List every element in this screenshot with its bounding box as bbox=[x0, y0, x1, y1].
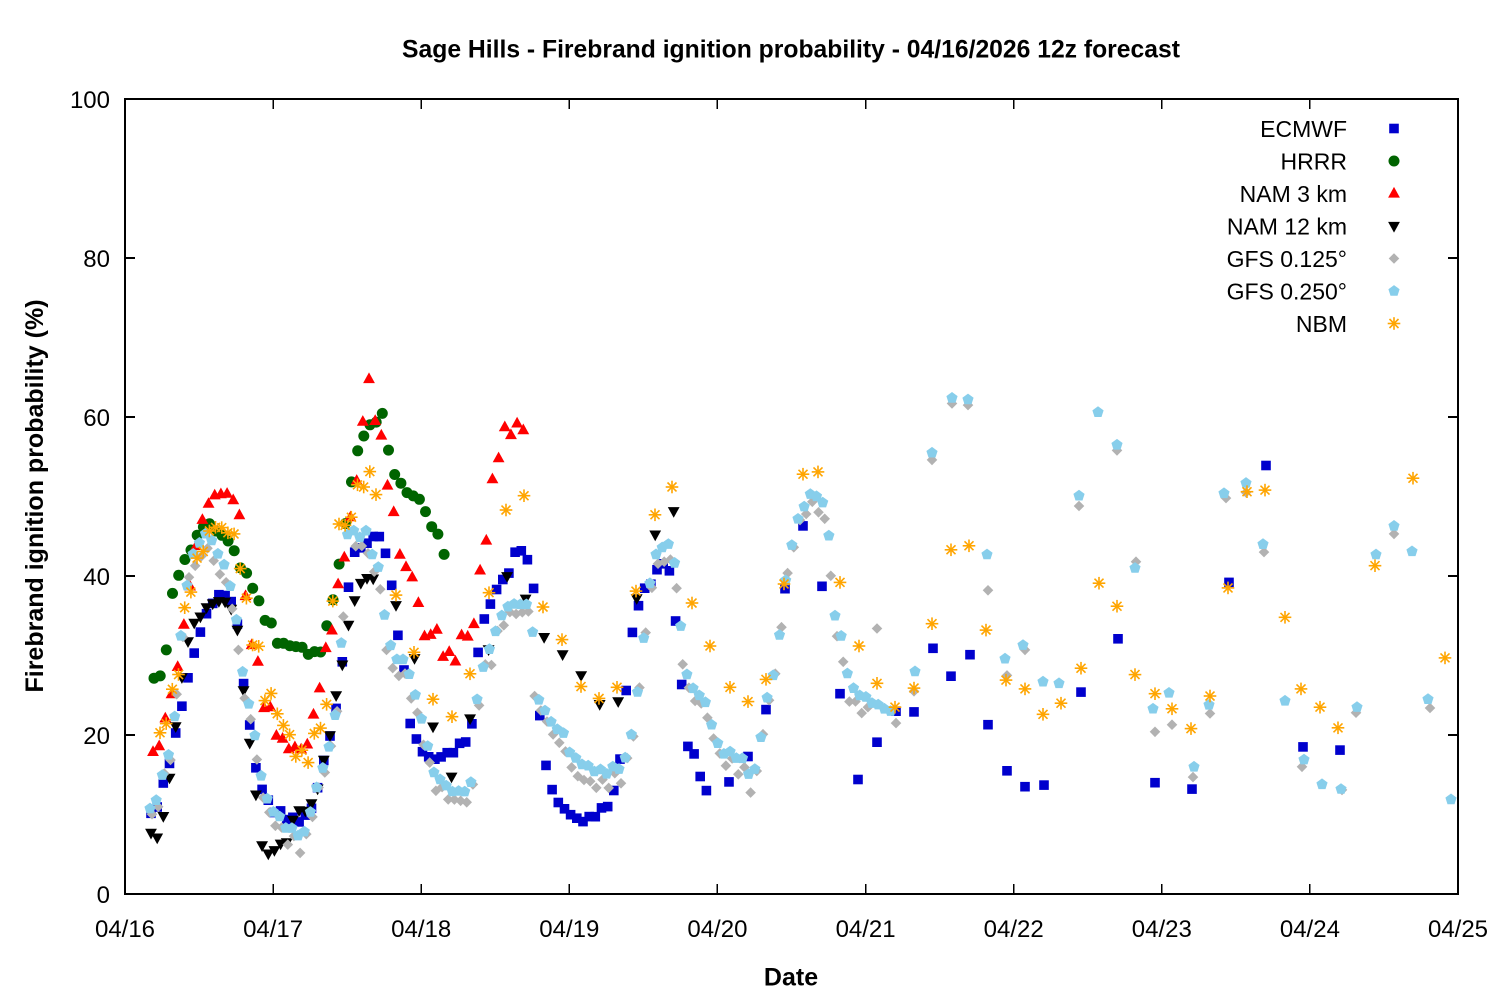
svg-text:04/16: 04/16 bbox=[95, 916, 155, 943]
svg-text:Date: Date bbox=[764, 964, 818, 992]
svg-text:NAM 12 km: NAM 12 km bbox=[1227, 214, 1347, 240]
svg-text:20: 20 bbox=[83, 723, 110, 750]
svg-text:Sage Hills - Firebrand ignitio: Sage Hills - Firebrand ignition probabil… bbox=[402, 37, 1180, 64]
svg-text:80: 80 bbox=[83, 246, 110, 273]
svg-text:NBM: NBM bbox=[1296, 311, 1347, 337]
svg-text:Firebrand ignition probability: Firebrand ignition probability (%) bbox=[21, 299, 49, 692]
svg-text:04/18: 04/18 bbox=[391, 916, 451, 943]
svg-text:04/17: 04/17 bbox=[243, 916, 303, 943]
svg-text:04/22: 04/22 bbox=[984, 916, 1044, 943]
svg-text:04/21: 04/21 bbox=[836, 916, 896, 943]
svg-text:04/25: 04/25 bbox=[1428, 916, 1488, 943]
svg-text:04/20: 04/20 bbox=[687, 916, 747, 943]
svg-text:04/23: 04/23 bbox=[1132, 916, 1192, 943]
svg-text:NAM 3 km: NAM 3 km bbox=[1240, 181, 1347, 207]
svg-text:04/24: 04/24 bbox=[1280, 916, 1340, 943]
svg-text:0: 0 bbox=[97, 882, 110, 909]
svg-text:HRRR: HRRR bbox=[1281, 149, 1347, 175]
svg-text:ECMWF: ECMWF bbox=[1260, 116, 1347, 142]
svg-text:GFS 0.125°: GFS 0.125° bbox=[1227, 246, 1347, 272]
svg-text:40: 40 bbox=[83, 564, 110, 591]
svg-text:04/19: 04/19 bbox=[539, 916, 599, 943]
svg-text:100: 100 bbox=[70, 87, 110, 114]
svg-text:GFS 0.250°: GFS 0.250° bbox=[1227, 279, 1347, 305]
svg-text:60: 60 bbox=[83, 405, 110, 432]
